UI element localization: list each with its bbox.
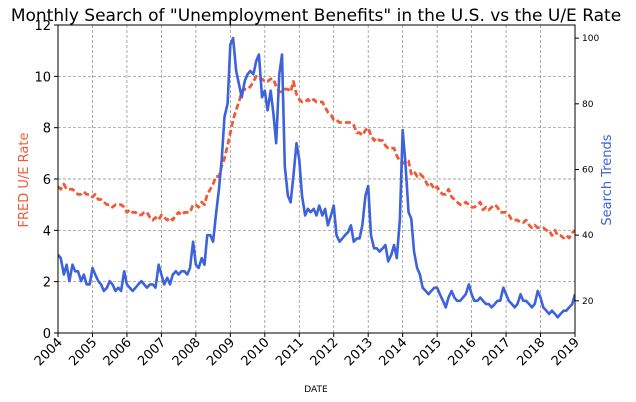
- left-axis-tick-labels: 0 2 4 6 8 10 12: [34, 19, 51, 342]
- x-tick-label: 2010: [239, 335, 273, 369]
- x-tick-label: 2005: [66, 335, 100, 369]
- x-axis-label: DATE: [304, 385, 328, 395]
- left-y-tick-label: 8: [43, 122, 51, 137]
- left-y-tick-label: 0: [43, 327, 51, 342]
- right-y-tick-label: 80: [582, 100, 594, 110]
- x-tick-label: 2011: [273, 335, 307, 369]
- left-axis-label: FRED U/E Rate: [17, 133, 32, 228]
- x-tick-label: 2006: [101, 335, 135, 369]
- right-y-tick-label: 40: [582, 231, 594, 241]
- left-y-tick-label: 12: [34, 19, 51, 34]
- right-axis-label: Search Trends: [600, 134, 615, 225]
- x-tick-label: 2018: [514, 335, 548, 369]
- left-y-tick-label: 10: [34, 70, 51, 85]
- x-tick-label: 2014: [376, 335, 410, 369]
- x-tick-label: 2004: [32, 335, 66, 369]
- x-tick-label: 2008: [170, 335, 204, 369]
- x-tick-label: 2007: [135, 335, 169, 369]
- x-tick-label: 2019: [549, 335, 583, 369]
- x-tick-label: 2016: [445, 335, 479, 369]
- search-trends-line: [58, 36, 575, 319]
- x-tick-label: 2009: [204, 335, 238, 369]
- ticks: [54, 24, 579, 337]
- left-y-tick-label: 6: [43, 173, 51, 188]
- x-axis-tick-labels: 2004 2005 2006 2007 2008 2009 2010 2011 2012 2013…: [32, 335, 583, 369]
- left-y-tick-label: 4: [43, 224, 51, 239]
- x-tick-label: 2013: [342, 335, 376, 369]
- left-y-tick-label: 2: [43, 276, 51, 291]
- right-y-tick-label: 20: [582, 297, 594, 307]
- x-tick-label: 2017: [480, 335, 514, 369]
- x-tick-label: 2015: [411, 335, 445, 369]
- x-tick-label: 2012: [308, 335, 342, 369]
- chart-title: Monthly Search of "Unemployment Benefits…: [11, 6, 621, 26]
- right-y-tick-label: 100: [582, 34, 599, 44]
- unemployment-rate-line: [58, 74, 575, 240]
- series-layer: [58, 36, 575, 319]
- right-axis-tick-labels: 20 40 60 80 100: [582, 34, 599, 307]
- right-y-tick-label: 60: [582, 165, 594, 175]
